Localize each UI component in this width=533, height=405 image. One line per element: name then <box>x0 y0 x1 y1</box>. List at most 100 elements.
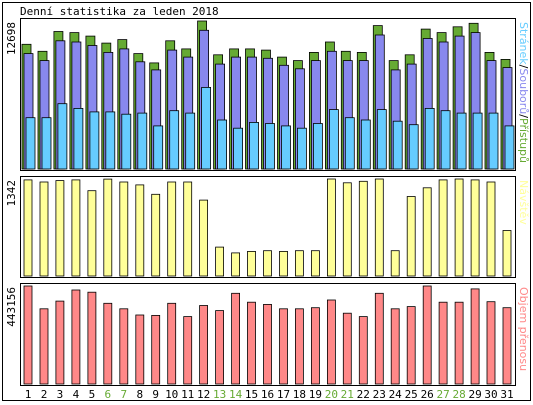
bar-Návštěv-12 <box>199 199 209 277</box>
day-label-16: 16 <box>261 388 274 401</box>
legend-Stránek: Stránek <box>517 22 530 65</box>
bar-Objem přenosu-22 <box>358 316 368 385</box>
day-label-7: 7 <box>120 388 127 401</box>
bar-Stránek-17 <box>281 125 291 170</box>
bar-Stránek-27 <box>440 110 451 170</box>
bar-Návštěv-31 <box>502 230 512 277</box>
bar-Stránek-3 <box>57 103 68 170</box>
bar-Návštěv-9 <box>151 193 161 277</box>
bar-Návštěv-28 <box>454 178 464 277</box>
day-label-2: 2 <box>41 388 48 401</box>
bar-Objem přenosu-18 <box>294 308 304 385</box>
bar-Objem přenosu-12 <box>199 305 209 385</box>
legend-separator: / <box>517 65 530 69</box>
bar-Objem přenosu-13 <box>215 310 225 385</box>
bar-Návštěv-24 <box>390 250 400 277</box>
day-label-3: 3 <box>57 388 64 401</box>
bar-Objem přenosu-7 <box>119 308 129 385</box>
bar-Návštěv-2 <box>39 181 49 277</box>
day-axis: 1 2 3 4 5 6 7 8 9 10 11 12 13 14 15 16 17 18 19 20 21 22 23 24 2… <box>25 388 514 401</box>
day-label-5: 5 <box>89 388 96 401</box>
bar-Objem přenosu-19 <box>310 307 320 385</box>
chart-title: Denní statistika za leden 2018 <box>20 5 219 18</box>
y-max-label: 12698 <box>5 22 18 55</box>
day-label-23: 23 <box>373 388 386 401</box>
bar-Stránek-4 <box>73 108 84 170</box>
bar-Návštěv-26 <box>422 187 432 277</box>
bar-Objem přenosu-5 <box>87 291 97 385</box>
day-label-21: 21 <box>341 388 354 401</box>
bar-Objem přenosu-8 <box>135 314 145 385</box>
bar-Stránek-8 <box>137 112 148 170</box>
bar-Objem přenosu-27 <box>438 301 448 385</box>
bar-Návštěv-7 <box>119 181 129 277</box>
bar-Objem přenosu-30 <box>486 301 496 385</box>
side-legend-label: Objem přenosu <box>517 287 530 371</box>
day-label-12: 12 <box>197 388 210 401</box>
day-label-9: 9 <box>152 388 159 401</box>
day-label-28: 28 <box>452 388 465 401</box>
day-label-22: 22 <box>357 388 370 401</box>
bar-Objem přenosu-26 <box>422 285 432 385</box>
bar-Stránek-2 <box>41 117 52 170</box>
bar-Objem přenosu-2 <box>39 308 49 385</box>
legend-Návštěv: Návštěv <box>517 180 530 225</box>
bar-Návštěv-29 <box>470 179 480 277</box>
bar-Objem přenosu-25 <box>406 306 416 385</box>
bar-Návštěv-11 <box>183 181 193 277</box>
bar-Objem přenosu-1 <box>23 285 33 385</box>
bar-Stránek-18 <box>296 127 307 170</box>
bar-Stránek-24 <box>392 120 403 170</box>
day-label-29: 29 <box>468 388 481 401</box>
bar-Stránek-1 <box>25 117 36 170</box>
legend-separator: / <box>517 114 530 118</box>
bar-Objem přenosu-31 <box>502 307 512 385</box>
day-label-25: 25 <box>405 388 418 401</box>
bar-Návštěv-18 <box>294 250 304 277</box>
day-label-13: 13 <box>213 388 226 401</box>
chart-panel-2: 1342 Návštěv <box>5 176 530 278</box>
bar-Návštěv-25 <box>406 196 416 277</box>
day-label-4: 4 <box>73 388 80 401</box>
bar-Návštěv-4 <box>71 179 81 277</box>
bar-Stránek-28 <box>456 112 467 170</box>
bar-Stránek-22 <box>360 119 371 170</box>
bar-Návštěv-30 <box>486 181 496 277</box>
bar-Návštěv-1 <box>23 179 33 277</box>
bar-Objem přenosu-17 <box>279 308 288 385</box>
bar-Stránek-5 <box>89 111 100 170</box>
bar-Stránek-16 <box>265 123 275 170</box>
day-label-15: 15 <box>245 388 258 401</box>
bar-Návštěv-5 <box>87 190 97 277</box>
bar-Stránek-19 <box>312 123 323 170</box>
day-label-1: 1 <box>25 388 32 401</box>
day-label-20: 20 <box>325 388 338 401</box>
bar-Stránek-29 <box>472 112 483 170</box>
bar-Stránek-6 <box>105 111 116 170</box>
bar-Návštěv-17 <box>279 250 288 277</box>
bar-Objem přenosu-20 <box>326 299 336 385</box>
bar-Objem přenosu-23 <box>374 292 384 385</box>
day-label-11: 11 <box>181 388 194 401</box>
bar-Návštěv-8 <box>135 184 145 277</box>
day-label-19: 19 <box>309 388 322 401</box>
bar-Stránek-14 <box>233 127 244 170</box>
bar-Návštěv-19 <box>310 250 320 277</box>
bar-Stránek-12 <box>201 87 212 170</box>
bar-Stránek-23 <box>376 109 387 170</box>
bar-Návštěv-3 <box>55 180 65 277</box>
bar-Stránek-30 <box>488 112 499 170</box>
chart-panel-1: 12698 Stránek/Souborů/Přístupů <box>5 18 530 171</box>
bar-Objem přenosu-16 <box>263 303 272 385</box>
bar-Stránek-11 <box>185 112 196 170</box>
bar-Stránek-25 <box>408 124 419 170</box>
bar-Objem přenosu-15 <box>247 301 256 385</box>
bar-Stránek-31 <box>504 125 515 170</box>
bar-Objem přenosu-21 <box>342 312 352 385</box>
bar-Stránek-13 <box>217 119 228 170</box>
day-label-24: 24 <box>389 388 403 401</box>
y-max-label: 443156 <box>5 287 18 327</box>
bar-Objem přenosu-9 <box>151 314 161 385</box>
bar-Návštěv-27 <box>438 179 448 277</box>
